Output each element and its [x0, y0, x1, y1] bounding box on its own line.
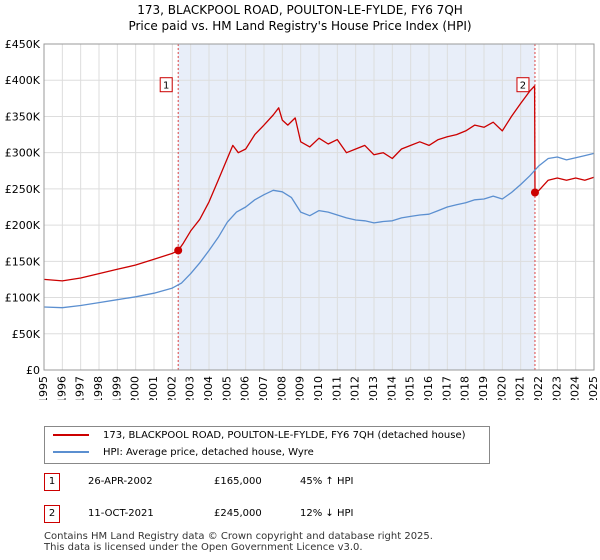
y-tick-label: £300K: [5, 147, 41, 160]
x-tick-label: 2010: [312, 376, 325, 400]
chart-subtitle: Price paid vs. HM Land Registry's House …: [128, 19, 472, 33]
y-tick-label: £200K: [5, 219, 41, 232]
annotation-box: [159, 77, 173, 93]
x-tick-label: 1997: [74, 376, 87, 400]
transaction-hpi: 45% ↑ HPI: [300, 476, 354, 487]
x-tick-label: 2002: [165, 376, 178, 400]
property-price-line: [43, 85, 595, 282]
sale-point: [530, 188, 539, 197]
y-tick-label: £0: [26, 364, 40, 377]
x-tick-label: 2001: [147, 376, 160, 400]
y-tick-label: £350K: [5, 110, 41, 123]
x-tick-label: 2021: [514, 376, 527, 400]
footer-licence: This data is licensed under the Open Gov…: [44, 542, 363, 553]
sale-point: [174, 246, 183, 255]
transaction-date: 11-OCT-2021: [88, 508, 154, 519]
x-tick-label: 2004: [202, 376, 215, 400]
legend-item-hpi: HPI: Average price, detached house, Wyre: [53, 445, 314, 461]
x-tick-label: 2025: [587, 376, 600, 400]
x-tick-label: 2008: [275, 376, 288, 400]
hpi-line: [43, 152, 595, 309]
x-tick-label: 2020: [495, 376, 508, 400]
x-tick-label: 1995: [37, 376, 50, 400]
legend-label-hpi: HPI: Average price, detached house, Wyre: [103, 447, 314, 458]
x-tick-label: 2012: [349, 376, 362, 400]
x-tick-label: 2022: [532, 376, 545, 400]
x-tick-label: 2015: [404, 376, 417, 400]
x-tick-label: 2011: [330, 376, 343, 400]
x-tick-label: 2005: [220, 376, 233, 400]
x-tick-label: 2018: [459, 376, 472, 400]
price-chart: £0 £50K £100K £150K £200K £250K £300K £350K £400…: [5, 38, 600, 400]
transaction-price: £245,000: [214, 508, 262, 519]
x-tick-label: 2003: [184, 376, 197, 400]
x-tick-label: 1996: [55, 376, 68, 400]
transaction-hpi: 12% ↓ HPI: [300, 508, 354, 519]
transaction-date: 26-APR-2002: [88, 476, 153, 487]
transaction-marker: 1: [44, 473, 60, 491]
x-tick-label: 1998: [92, 376, 105, 400]
annotation-box: [516, 77, 530, 93]
x-tick-label: 2019: [477, 376, 490, 400]
transaction-row: 2 11-OCT-2021 £245,000 12% ↓ HPI: [44, 505, 564, 523]
x-tick-label: 2009: [294, 376, 307, 400]
x-tick-label: 2000: [129, 376, 142, 400]
legend-item-property: 173, BLACKPOOL ROAD, POULTON-LE-FYLDE, F…: [53, 428, 466, 444]
y-tick-label: £400K: [5, 74, 41, 87]
x-tick-label: 2017: [440, 376, 453, 400]
legend-swatch-property: [53, 434, 89, 436]
transaction-marker: 2: [44, 505, 60, 523]
y-tick-label: £450K: [5, 38, 41, 51]
x-tick-label: 2023: [550, 376, 563, 400]
x-tick-label: 2013: [367, 376, 380, 400]
legend-swatch-hpi: [53, 451, 89, 453]
y-tick-label: £250K: [5, 183, 41, 196]
transaction-price: £165,000: [214, 476, 262, 487]
transaction-row: 1 26-APR-2002 £165,000 45% ↑ HPI: [44, 473, 564, 491]
chart-title: 173, BLACKPOOL ROAD, POULTON-LE-FYLDE, F…: [137, 3, 463, 17]
annotation-label: 2: [520, 81, 526, 92]
x-tick-label: 2014: [385, 376, 398, 400]
plot-border: [43, 43, 595, 371]
legend: 173, BLACKPOOL ROAD, POULTON-LE-FYLDE, F…: [44, 426, 490, 464]
x-tick-label: 2024: [569, 376, 582, 400]
x-tick-label: 2016: [422, 376, 435, 400]
y-tick-label: £50K: [12, 328, 41, 341]
y-tick-label: £100K: [5, 292, 41, 305]
y-tick-label: £150K: [5, 255, 41, 268]
x-tick-label: 2006: [239, 376, 252, 400]
legend-label-property: 173, BLACKPOOL ROAD, POULTON-LE-FYLDE, F…: [103, 430, 466, 441]
annotation-label: 1: [163, 81, 169, 92]
x-tick-label: 2007: [257, 376, 270, 400]
ownership-shade: [178, 44, 535, 370]
footer-copyright: Contains HM Land Registry data © Crown c…: [44, 531, 433, 542]
footer: Contains HM Land Registry data © Crown c…: [44, 531, 433, 553]
x-tick-label: 1999: [110, 376, 123, 400]
